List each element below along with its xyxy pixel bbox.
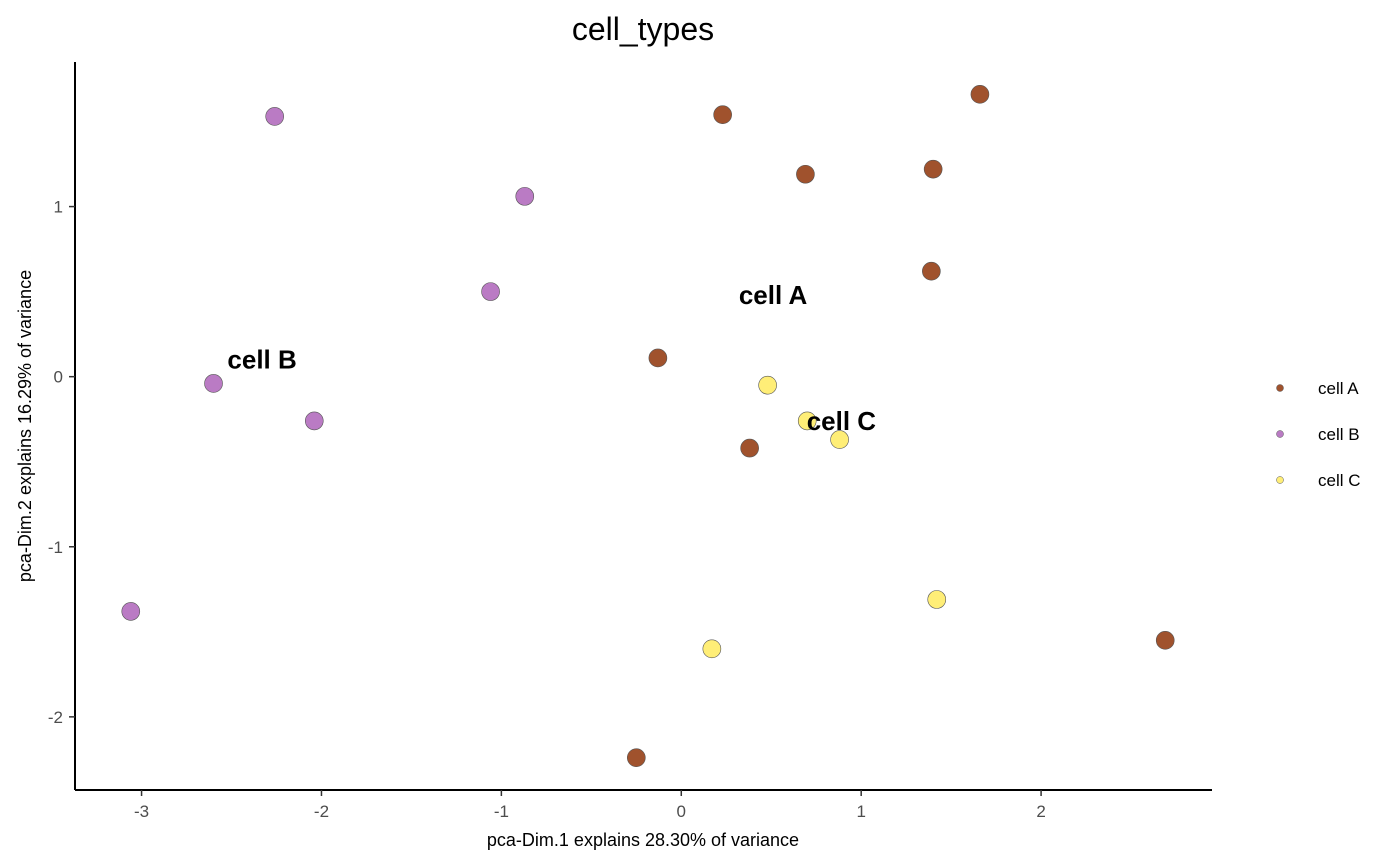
point-cell-b [121, 602, 141, 621]
x-tick-label: -1 [494, 802, 509, 821]
x-tick-label: 1 [856, 802, 865, 821]
x-tick-label: -3 [134, 802, 149, 821]
chart-title: cell_types [572, 11, 714, 47]
legend-key [1276, 430, 1284, 438]
cluster-label: cell A [739, 280, 808, 310]
y-axis-ticks: -2 -1 0 1 [48, 198, 75, 727]
point-cell-a [1155, 631, 1175, 650]
point-cell-c [797, 411, 817, 431]
legend-label: cell A [1318, 379, 1359, 398]
y-tick-label: -2 [48, 708, 63, 727]
point-cell-c [758, 375, 777, 395]
x-tick-label: 0 [677, 802, 686, 821]
point-cell-a [740, 438, 759, 458]
cluster-labels: cell A cell B cell C [227, 280, 876, 436]
point-cell-a [922, 261, 941, 281]
point-cell-b [304, 411, 324, 431]
y-tick-label: 1 [54, 198, 63, 217]
legend: cell A cell B cell C [1276, 379, 1361, 490]
x-axis-title: pca-Dim.1 explains 28.30% of variance [487, 830, 799, 850]
point-cell-c [830, 430, 849, 449]
point-cell-a [923, 159, 943, 179]
point-cell-b [265, 107, 284, 126]
x-tick-label: -2 [314, 802, 329, 821]
legend-label: cell B [1318, 425, 1360, 444]
point-cell-a [796, 164, 815, 184]
x-axis-ticks: -3 -2 -1 0 1 2 [134, 790, 1046, 821]
point-cell-a [970, 85, 990, 104]
point-cell-a [713, 105, 732, 125]
legend-key [1276, 476, 1284, 484]
y-tick-label: -1 [48, 538, 63, 557]
point-cell-a [648, 348, 668, 368]
cluster-label: cell C [807, 406, 877, 436]
point-cell-a [627, 748, 646, 767]
x-tick-label: 2 [1036, 802, 1045, 821]
point-cell-b [204, 374, 223, 393]
y-axis-title: pca-Dim.2 explains 16.29% of variance [15, 270, 35, 582]
y-tick-label: 0 [54, 368, 63, 387]
points-layer [121, 85, 1175, 767]
legend-key [1276, 384, 1284, 392]
cluster-label: cell B [227, 345, 296, 375]
point-cell-b [481, 282, 500, 301]
point-cell-c [927, 590, 947, 609]
point-cell-b [515, 187, 535, 206]
legend-label: cell C [1318, 471, 1361, 490]
point-cell-c [702, 639, 722, 659]
